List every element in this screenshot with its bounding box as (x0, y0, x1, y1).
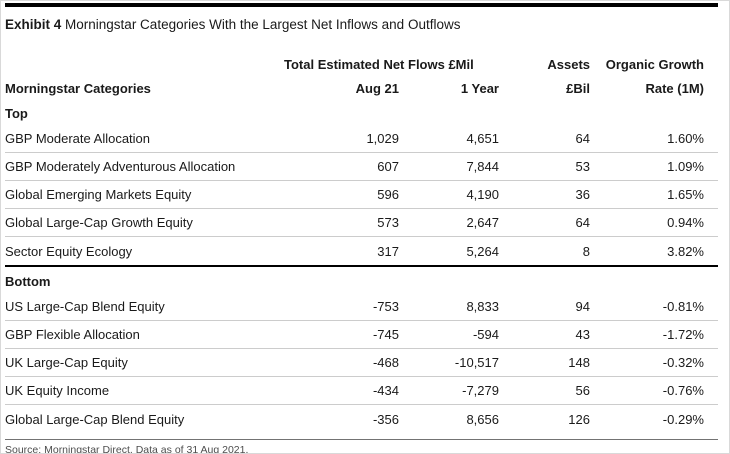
header-assets-line2: £Bil (566, 81, 590, 96)
category-cell: UK Equity Income (5, 383, 110, 398)
1year-cell: 7,844 (466, 159, 499, 174)
category-cell: GBP Flexible Allocation (5, 327, 140, 342)
1year-cell: 5,264 (466, 243, 499, 259)
category-cell: Global Emerging Markets Equity (5, 187, 192, 202)
category-cell: US Large-Cap Blend Equity (5, 299, 165, 314)
exhibit-title-text: Morningstar Categories With the Largest … (65, 17, 461, 32)
section-bottom-label: Bottom (5, 274, 51, 289)
1year-cell: -7,279 (462, 383, 499, 398)
assets-cell: 126 (568, 411, 590, 427)
section-divider-rule (5, 265, 718, 267)
assets-cell: 94 (575, 299, 590, 314)
aug21-cell: 317 (377, 243, 399, 259)
rate-cell: 1.09% (667, 159, 704, 174)
1year-cell: 8,833 (466, 299, 499, 314)
1year-cell: 8,656 (466, 411, 499, 427)
table-row: GBP Moderate Allocation 1,029 4,651 64 1… (5, 125, 718, 153)
rate-cell: -0.76% (662, 383, 704, 398)
exhibit-title: Exhibit 4 Morningstar Categories With th… (5, 16, 718, 34)
aug21-cell: -745 (372, 327, 399, 342)
aug21-cell: -434 (372, 383, 399, 398)
table-row: GBP Moderately Adventurous Allocation 60… (5, 153, 718, 181)
aug21-cell: -753 (372, 299, 399, 314)
table-row: Global Large-Cap Blend Equity -356 8,656… (5, 405, 718, 433)
assets-cell: 43 (575, 327, 590, 342)
aug21-cell: 607 (377, 159, 399, 174)
section-bottom: Bottom US Large-Cap Blend Equity -753 8,… (5, 267, 718, 433)
aug21-cell: 1,029 (366, 131, 399, 146)
aug21-cell: -468 (372, 355, 399, 370)
table-row: Global Large-Cap Growth Equity 573 2,647… (5, 209, 718, 237)
source-note: Source: Morningstar Direct. Data as of 3… (5, 444, 249, 454)
rate-cell: -0.29% (662, 411, 704, 427)
header-growth-line1: Organic Growth (605, 57, 704, 72)
1year-cell: -594 (472, 327, 499, 342)
rate-cell: 1.65% (667, 187, 704, 202)
table-row: UK Large-Cap Equity -468 -10,517 148 -0.… (5, 349, 718, 377)
rate-cell: 0.94% (667, 215, 704, 230)
assets-cell: 64 (575, 215, 590, 230)
source-divider-rule (5, 439, 718, 440)
assets-cell: 64 (575, 131, 590, 146)
header-category: Morningstar Categories (5, 81, 151, 96)
1year-cell: -10,517 (454, 355, 499, 370)
category-cell: Global Large-Cap Blend Equity (5, 411, 185, 427)
category-cell: GBP Moderately Adventurous Allocation (5, 159, 236, 174)
category-cell: UK Large-Cap Equity (5, 355, 128, 370)
exhibit-label: Exhibit 4 (5, 17, 62, 32)
header-growth-line2: Rate (1M) (645, 81, 704, 96)
category-cell: Sector Equity Ecology (5, 243, 133, 259)
header-net-flows-group: Total Estimated Net Flows £Mil (284, 57, 474, 72)
rate-cell: -0.32% (662, 355, 704, 370)
assets-cell: 56 (575, 383, 590, 398)
header-assets-line1: Assets (547, 57, 590, 72)
rate-cell: 1.60% (667, 131, 704, 146)
category-cell: Global Large-Cap Growth Equity (5, 215, 193, 230)
rate-cell: 3.82% (667, 243, 704, 259)
table-row: Sector Equity Ecology 317 5,264 8 3.82% (5, 237, 718, 265)
table-row: UK Equity Income -434 -7,279 56 -0.76% (5, 377, 718, 405)
section-top-label: Top (5, 106, 28, 121)
header-aug21: Aug 21 (355, 81, 399, 96)
assets-cell: 8 (582, 243, 590, 259)
1year-cell: 2,647 (466, 215, 499, 230)
table-row: US Large-Cap Blend Equity -753 8,833 94 … (5, 293, 718, 321)
rate-cell: -0.81% (662, 299, 704, 314)
header-1year: 1 Year (460, 81, 499, 96)
assets-cell: 36 (575, 187, 590, 202)
assets-cell: 148 (568, 355, 590, 370)
table-row: GBP Flexible Allocation -745 -594 43 -1.… (5, 321, 718, 349)
table-row: Global Emerging Markets Equity 596 4,190… (5, 181, 718, 209)
category-cell: GBP Moderate Allocation (5, 131, 151, 146)
aug21-cell: 596 (377, 187, 399, 202)
top-rule (5, 3, 718, 7)
1year-cell: 4,190 (466, 187, 499, 202)
aug21-cell: -356 (372, 411, 399, 427)
section-top: Top GBP Moderate Allocation 1,029 4,651 … (5, 99, 718, 265)
table-header: Total Estimated Net Flows £Mil Assets Or… (5, 54, 718, 99)
aug21-cell: 573 (377, 215, 399, 230)
assets-cell: 53 (575, 159, 590, 174)
1year-cell: 4,651 (466, 131, 499, 146)
rate-cell: -1.72% (662, 327, 704, 342)
